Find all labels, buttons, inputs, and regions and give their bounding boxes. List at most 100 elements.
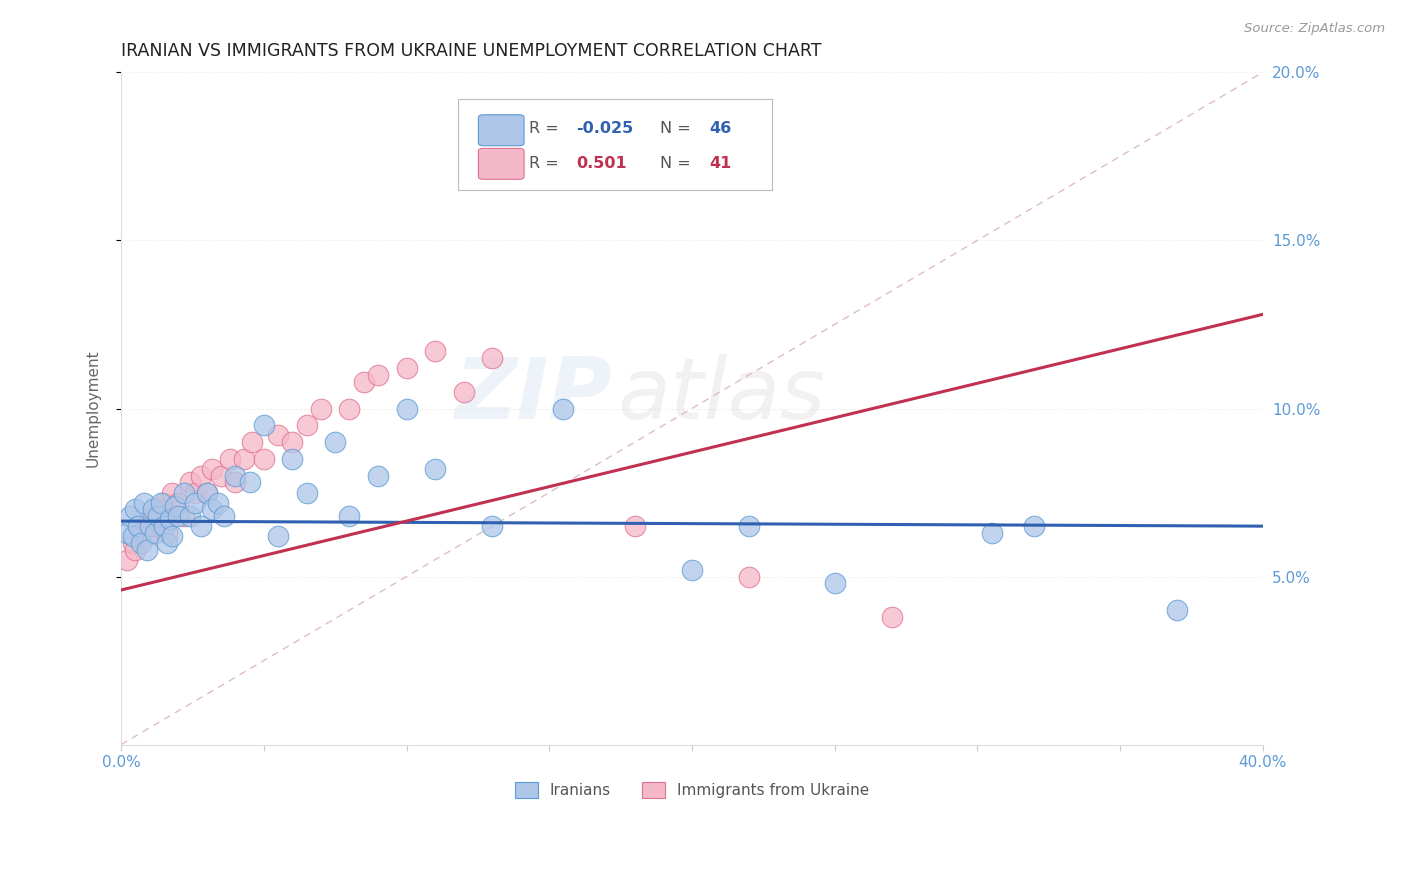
- Point: [195, 485, 218, 500]
- Point: [129, 536, 152, 550]
- Point: [209, 468, 232, 483]
- FancyBboxPatch shape: [478, 148, 524, 179]
- Point: [553, 401, 575, 416]
- Point: [153, 519, 176, 533]
- Text: Source: ZipAtlas.com: Source: ZipAtlas.com: [1244, 22, 1385, 36]
- Point: [224, 468, 246, 483]
- Point: [135, 542, 157, 557]
- Point: [481, 351, 503, 365]
- Point: [145, 525, 167, 540]
- Point: [145, 519, 167, 533]
- Point: [367, 468, 389, 483]
- Point: [738, 569, 761, 583]
- Point: [173, 485, 195, 500]
- Y-axis label: Unemployment: Unemployment: [86, 350, 100, 467]
- Point: [190, 468, 212, 483]
- Text: -0.025: -0.025: [576, 120, 634, 136]
- Point: [121, 536, 143, 550]
- FancyBboxPatch shape: [478, 115, 524, 145]
- Point: [253, 451, 276, 466]
- Point: [453, 384, 475, 399]
- Text: N =: N =: [659, 120, 696, 136]
- Point: [423, 344, 446, 359]
- Point: [481, 519, 503, 533]
- Point: [824, 576, 846, 591]
- Point: [132, 495, 155, 509]
- Point: [173, 509, 195, 524]
- Point: [167, 495, 190, 509]
- Point: [159, 509, 181, 524]
- Point: [212, 509, 235, 524]
- Point: [423, 462, 446, 476]
- Point: [138, 512, 160, 526]
- Point: [395, 401, 418, 416]
- Point: [121, 529, 143, 543]
- Point: [135, 529, 157, 543]
- Point: [1166, 603, 1188, 617]
- Point: [165, 499, 187, 513]
- Text: 41: 41: [709, 156, 731, 170]
- Point: [141, 502, 163, 516]
- Point: [129, 525, 152, 540]
- Point: [115, 525, 138, 540]
- Text: N =: N =: [659, 156, 696, 170]
- Point: [880, 610, 903, 624]
- FancyBboxPatch shape: [458, 99, 772, 190]
- Point: [159, 512, 181, 526]
- Text: atlas: atlas: [617, 353, 825, 436]
- Point: [281, 451, 304, 466]
- Point: [367, 368, 389, 382]
- Point: [395, 361, 418, 376]
- Point: [184, 485, 207, 500]
- Text: 0.501: 0.501: [576, 156, 627, 170]
- Point: [148, 502, 170, 516]
- Point: [738, 519, 761, 533]
- Point: [339, 509, 361, 524]
- Point: [179, 509, 201, 524]
- Point: [156, 525, 179, 540]
- Point: [124, 542, 146, 557]
- Point: [162, 485, 184, 500]
- Point: [150, 509, 173, 524]
- Point: [190, 519, 212, 533]
- Point: [281, 435, 304, 450]
- Point: [167, 509, 190, 524]
- Point: [218, 451, 240, 466]
- Point: [201, 462, 224, 476]
- Point: [623, 519, 645, 533]
- Point: [150, 495, 173, 509]
- Point: [339, 401, 361, 416]
- Point: [115, 553, 138, 567]
- Point: [295, 485, 318, 500]
- Text: ZIP: ZIP: [454, 353, 612, 436]
- Point: [184, 495, 207, 509]
- Text: R =: R =: [529, 120, 564, 136]
- Point: [323, 435, 346, 450]
- Point: [253, 418, 276, 433]
- Point: [353, 375, 375, 389]
- Point: [267, 529, 290, 543]
- Point: [124, 502, 146, 516]
- Legend: Iranians, Immigrants from Ukraine: Iranians, Immigrants from Ukraine: [509, 776, 875, 805]
- Point: [980, 525, 1002, 540]
- Text: R =: R =: [529, 156, 564, 170]
- Point: [224, 475, 246, 490]
- Point: [195, 485, 218, 500]
- Text: IRANIAN VS IMMIGRANTS FROM UKRAINE UNEMPLOYMENT CORRELATION CHART: IRANIAN VS IMMIGRANTS FROM UKRAINE UNEMP…: [121, 42, 821, 60]
- Point: [118, 509, 141, 524]
- Point: [267, 428, 290, 442]
- Point: [179, 475, 201, 490]
- Point: [553, 160, 575, 174]
- Point: [162, 529, 184, 543]
- Point: [295, 418, 318, 433]
- Point: [309, 401, 332, 416]
- Point: [156, 536, 179, 550]
- Point: [242, 435, 264, 450]
- Point: [232, 451, 254, 466]
- Point: [681, 563, 703, 577]
- Point: [127, 519, 149, 533]
- Point: [1024, 519, 1046, 533]
- Point: [207, 495, 229, 509]
- Point: [148, 509, 170, 524]
- Point: [153, 495, 176, 509]
